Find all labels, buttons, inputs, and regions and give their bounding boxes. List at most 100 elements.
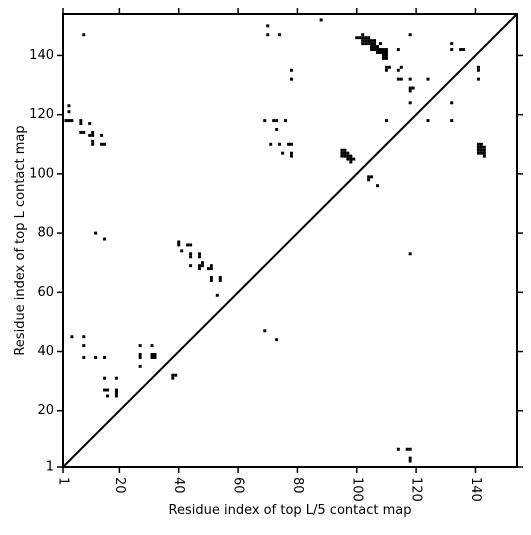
contact-point-lower: [384, 53, 388, 57]
contact-point-upper: [186, 243, 190, 247]
contact-point-lower: [346, 151, 350, 155]
contact-point-upper: [138, 353, 142, 356]
contact-point-upper: [198, 267, 201, 271]
contact-point-lower: [479, 151, 483, 155]
contact-point-upper: [91, 139, 95, 143]
contact-point-upper: [91, 142, 95, 146]
contact-point-lower: [364, 36, 368, 40]
contact-point-lower: [476, 148, 480, 152]
contact-points: [64, 18, 486, 463]
y-tick-label: 1: [46, 460, 54, 475]
contact-point-upper: [263, 119, 267, 123]
x-tick-label: 120: [409, 477, 424, 502]
y-tick-label: 20: [37, 403, 54, 418]
contact-point-upper: [209, 267, 213, 271]
x-tick-label: 60: [231, 477, 246, 494]
y-tick-label: 140: [29, 48, 54, 63]
contact-point-lower: [379, 48, 382, 52]
contact-point-lower: [379, 42, 382, 46]
contact-point-lower: [387, 65, 391, 69]
contact-point-lower: [367, 178, 371, 182]
y-tick-label: 100: [29, 166, 54, 181]
contact-point-upper: [284, 119, 288, 123]
contact-point-lower: [396, 68, 400, 72]
contact-point-upper: [198, 255, 201, 259]
contact-point-upper: [88, 122, 92, 126]
contact-point-upper: [287, 142, 290, 146]
contact-point-lower: [482, 148, 486, 152]
contact-point-upper: [82, 344, 86, 348]
contact-point-lower: [381, 53, 385, 57]
contact-point-lower: [399, 65, 403, 69]
contact-point-lower: [476, 77, 480, 81]
contact-point-lower: [340, 154, 344, 158]
contact-point-lower: [426, 119, 430, 123]
contact-point-upper: [94, 355, 98, 359]
x-tick-label: 80: [290, 477, 305, 494]
contact-point-lower: [408, 456, 412, 460]
contact-point-lower: [476, 68, 480, 72]
contact-point-upper: [275, 338, 279, 342]
contact-point-upper: [82, 335, 86, 339]
contact-point-lower: [367, 36, 371, 40]
contact-point-lower: [479, 148, 483, 152]
contact-point-lower: [367, 39, 371, 43]
contact-point-lower: [396, 77, 400, 81]
contact-point-upper: [198, 252, 201, 256]
x-tick-label: 1: [56, 477, 71, 485]
contact-point-lower: [426, 77, 430, 81]
y-tick-label: 80: [37, 226, 54, 241]
contact-point-lower: [340, 148, 344, 152]
contact-point-lower: [450, 101, 454, 105]
contact-point-upper: [189, 252, 193, 256]
contact-point-upper: [82, 355, 86, 359]
x-tick-label: 40: [171, 477, 186, 494]
contact-point-upper: [209, 264, 213, 268]
contact-point-lower: [349, 154, 353, 158]
contact-point-upper: [150, 355, 154, 359]
contact-point-upper: [106, 388, 109, 392]
contact-point-upper: [79, 119, 83, 123]
contact-point-upper: [67, 119, 71, 123]
contact-point-upper: [290, 151, 293, 155]
contact-point-upper: [106, 394, 109, 398]
contact-point-lower: [396, 447, 400, 451]
contact-point-upper: [180, 249, 184, 253]
contact-point-upper: [150, 353, 154, 356]
contact-point-lower: [343, 154, 347, 158]
contact-point-lower: [462, 48, 466, 52]
contact-point-lower: [343, 151, 347, 155]
contact-point-upper: [266, 24, 270, 28]
contact-point-lower: [381, 56, 385, 60]
contact-point-upper: [189, 243, 193, 247]
contact-point-upper: [103, 142, 107, 146]
contact-point-lower: [373, 48, 377, 52]
contact-point-upper: [67, 110, 71, 114]
x-axis-label: Residue index of top L/5 contact map: [169, 503, 412, 518]
contact-point-lower: [482, 151, 486, 155]
contact-point-upper: [79, 130, 83, 134]
contact-point-lower: [349, 160, 353, 164]
contact-point-lower: [379, 51, 382, 54]
contact-point-upper: [103, 376, 107, 380]
contact-point-lower: [450, 119, 454, 123]
contact-point-lower: [384, 65, 388, 69]
contact-point-upper: [114, 391, 118, 395]
contact-point-upper: [290, 142, 293, 146]
contact-point-lower: [367, 42, 371, 46]
contact-point-upper: [275, 127, 279, 131]
contact-point-lower: [479, 145, 483, 149]
contact-point-upper: [94, 231, 98, 235]
contact-point-lower: [373, 39, 377, 43]
contact-point-upper: [263, 329, 267, 333]
contact-point-lower: [405, 447, 409, 451]
contact-point-lower: [361, 39, 365, 43]
contact-point-lower: [459, 48, 463, 52]
contact-point-lower: [376, 48, 380, 52]
contact-point-upper: [103, 237, 107, 241]
contact-point-upper: [174, 373, 178, 377]
contact-point-upper: [100, 133, 104, 137]
contact-point-upper: [177, 243, 181, 247]
